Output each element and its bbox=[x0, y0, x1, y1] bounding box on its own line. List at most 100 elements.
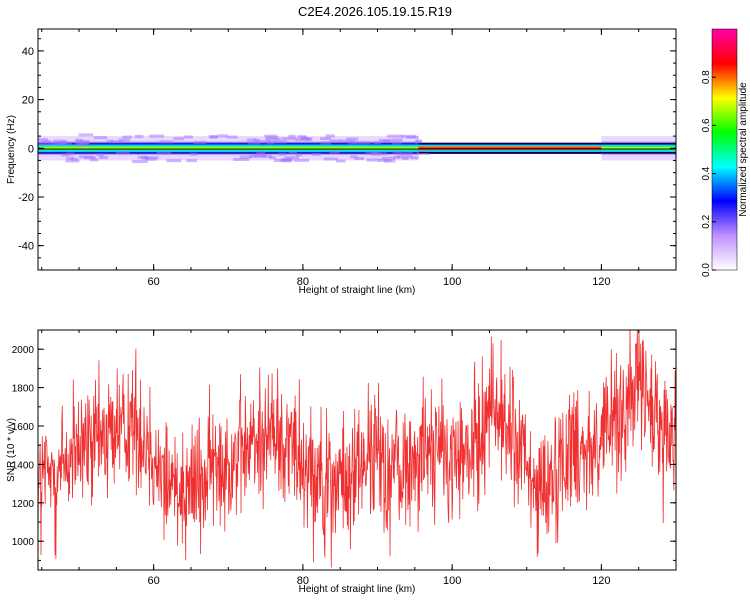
band-speck bbox=[371, 152, 387, 156]
band-speck bbox=[278, 152, 287, 156]
band-speck bbox=[61, 153, 69, 157]
band-speck bbox=[355, 141, 371, 145]
band-speck bbox=[406, 135, 419, 139]
bottom-ytick-label: 1200 bbox=[12, 499, 35, 510]
band-speck bbox=[256, 140, 271, 144]
band-speck bbox=[106, 139, 114, 143]
top-ylabel: Frequency (Hz) bbox=[6, 115, 17, 184]
band-speck bbox=[53, 139, 67, 143]
colorbar-tick-label: 0.6 bbox=[701, 118, 712, 132]
band-speck bbox=[288, 134, 296, 138]
band-speck bbox=[295, 153, 303, 157]
band-speck bbox=[240, 155, 252, 159]
band-speck bbox=[217, 134, 228, 138]
band-speck bbox=[265, 137, 282, 141]
band-speck bbox=[156, 151, 172, 155]
band-speck bbox=[66, 152, 75, 156]
top-ytick-label: -40 bbox=[18, 241, 34, 253]
band-speck bbox=[79, 155, 94, 159]
band-speck bbox=[392, 138, 403, 142]
band-speck bbox=[193, 141, 207, 145]
top-xtick-label: 120 bbox=[592, 276, 610, 288]
band-speck bbox=[166, 159, 182, 163]
band-speck bbox=[75, 138, 84, 142]
colorbar-tick-label: 0.0 bbox=[701, 263, 712, 277]
band-speck bbox=[392, 150, 401, 154]
spectral-band bbox=[38, 133, 676, 164]
band-speck bbox=[339, 139, 356, 143]
top-axes-frame bbox=[37, 28, 677, 271]
band-speck bbox=[65, 159, 80, 163]
band-speck bbox=[416, 150, 428, 154]
bottom-xtick-label: 100 bbox=[443, 575, 461, 587]
band-speck bbox=[115, 151, 130, 155]
band-speck bbox=[89, 158, 99, 162]
band-speck bbox=[132, 160, 148, 164]
top-ytick-label: 0 bbox=[28, 143, 34, 155]
band-speck bbox=[274, 159, 284, 163]
band-speck bbox=[253, 138, 260, 142]
band-speck bbox=[346, 137, 359, 141]
band-speck bbox=[323, 157, 338, 161]
bottom-ytick-label: 1800 bbox=[12, 384, 35, 395]
band-speck bbox=[293, 158, 309, 162]
band-speck bbox=[77, 143, 84, 147]
band-speck bbox=[373, 141, 381, 145]
band-speck bbox=[399, 152, 414, 156]
band-speck bbox=[66, 156, 74, 160]
bottom-ytick-label: 1400 bbox=[12, 460, 35, 471]
band-speck bbox=[41, 140, 51, 144]
band-speck bbox=[266, 136, 279, 140]
bottom-ytick-label: 2000 bbox=[12, 345, 35, 356]
band-speck bbox=[98, 156, 109, 160]
band-speck bbox=[78, 133, 94, 137]
band-peak-2 bbox=[601, 147, 676, 150]
band-speck bbox=[266, 141, 274, 145]
bottom-xlabel: Height of straight line (km) bbox=[299, 584, 416, 595]
band-speck bbox=[256, 151, 266, 155]
band-speck bbox=[143, 156, 159, 160]
figure-title: C2E4.2026.105.19.15.R19 bbox=[298, 4, 452, 19]
band-speck bbox=[145, 157, 157, 161]
band-peak-1 bbox=[418, 147, 602, 150]
band-speck bbox=[329, 139, 341, 143]
band-speck bbox=[272, 140, 287, 144]
colorbar-label: Normalized spectral amplitude bbox=[738, 82, 749, 217]
top-ytick-label: -20 bbox=[18, 192, 34, 204]
band-speck bbox=[118, 138, 131, 142]
band-speck bbox=[329, 150, 340, 154]
bottom-ytick-label: 1600 bbox=[12, 422, 35, 433]
band-speck bbox=[148, 134, 165, 138]
band-speck bbox=[378, 158, 392, 162]
band-speck bbox=[411, 156, 419, 160]
band-speck bbox=[281, 158, 294, 162]
band-speck bbox=[38, 138, 48, 142]
colorbar-tick-label: 0.4 bbox=[701, 166, 712, 180]
band-speck bbox=[246, 138, 257, 142]
band-speck bbox=[312, 152, 321, 156]
band-speck bbox=[348, 141, 357, 145]
band-speck bbox=[354, 156, 365, 160]
band-speck bbox=[269, 156, 276, 160]
band-speck bbox=[263, 154, 272, 158]
band-speck bbox=[281, 137, 297, 141]
band-speck bbox=[183, 135, 193, 139]
band-speck bbox=[186, 159, 197, 163]
band-speck bbox=[392, 141, 402, 145]
band-speck bbox=[248, 141, 261, 145]
band-speck bbox=[159, 140, 173, 144]
bottom-axes-frame bbox=[37, 329, 677, 571]
bottom-ylabel: SNR (10 * v/v) bbox=[6, 418, 17, 482]
band-speck bbox=[414, 140, 422, 144]
band-speck bbox=[226, 135, 238, 139]
band-speck bbox=[173, 137, 184, 141]
bottom-xtick-label: 80 bbox=[297, 575, 309, 587]
bottom-xtick-label: 120 bbox=[592, 575, 610, 587]
band-speck bbox=[233, 157, 249, 161]
bottom-ytick-label: 1000 bbox=[12, 537, 35, 548]
band-speck bbox=[350, 155, 358, 159]
top-ytick-label: 40 bbox=[22, 46, 34, 58]
band-speck bbox=[93, 136, 108, 140]
band-speck bbox=[137, 155, 148, 159]
